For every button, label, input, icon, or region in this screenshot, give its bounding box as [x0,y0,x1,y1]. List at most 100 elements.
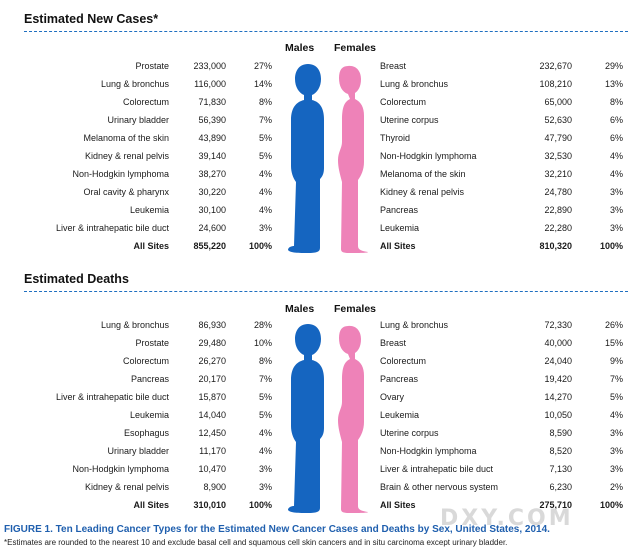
female-percent: 29% [604,61,623,71]
male-count: 310,010 [193,500,226,510]
male-percent: 4% [258,169,272,179]
section-title: Estimated Deaths [24,272,129,286]
female-count: 8,520 [549,446,572,456]
female-count: 14,270 [544,392,572,402]
male-percent: 3% [258,482,272,492]
female-count: 19,420 [544,374,572,384]
male-percent: 5% [258,392,272,402]
male-percent: 28% [253,320,272,330]
female-silhouette-icon [338,65,368,253]
male-cancer-site: All Sites [133,241,169,251]
male-count: 10,470 [198,464,226,474]
male-percent: 10% [253,338,272,348]
female-percent: 3% [609,464,623,474]
male-percent: 5% [258,133,272,143]
male-percent: 27% [253,61,272,71]
male-percent: 5% [258,151,272,161]
female-count: 10,050 [544,410,572,420]
female-count: 22,280 [544,223,572,233]
female-count: 8,590 [549,428,572,438]
female-cancer-site: Brain & other nervous system [380,482,499,492]
table-row: Lung & bronchus 116,000 14% Lung & bronchus… [0,75,640,93]
table-row: Liver & intrahepatic bile duct 15,870 5% Ov… [0,388,640,406]
female-cancer-site: Pancreas [380,205,419,215]
table-row: Urinary bladder 11,170 4% Non-Hodgkin lymph… [0,442,640,460]
male-cancer-site: Liver & intrahepatic bile duct [55,392,169,402]
male-count: 43,890 [198,133,226,143]
table-row: Non-Hodgkin lymphoma 10,470 3% Liver & intr… [0,460,640,478]
male-cancer-site: Liver & intrahepatic bile duct [55,223,169,233]
female-silhouette-icon [338,325,368,513]
female-cancer-site: Uterine corpus [380,428,439,438]
female-count: 32,210 [544,169,572,179]
male-cancer-site: Leukemia [129,205,169,215]
female-percent: 100% [599,241,623,251]
female-cancer-site: Breast [380,338,407,348]
new-cases-section: Estimated New Cases* Males Females Prost… [0,0,640,260]
male-cancer-site: Melanoma of the skin [83,133,169,143]
footnote: *Estimates are rounded to the nearest 10… [4,538,508,547]
table-row: Urinary bladder 56,390 7% Uterine corpus 52,… [0,111,640,129]
male-cancer-site: Kidney & renal pelvis [84,482,169,492]
male-cancer-site: Prostate [135,338,169,348]
male-percent: 4% [258,428,272,438]
female-cancer-site: All Sites [380,241,416,251]
male-count: 38,270 [198,169,226,179]
female-percent: 4% [609,410,623,420]
female-cancer-site: Kidney & renal pelvis [380,187,465,197]
section-title: Estimated New Cases* [24,12,159,26]
male-count: 24,600 [198,223,226,233]
table-row: Lung & bronchus 86,930 28% Lung & bronchus 7… [0,316,640,334]
table-row: Oral cavity & pharynx 30,220 4% Kidney & re… [0,183,640,201]
female-cancer-site: All Sites [380,500,416,510]
male-cancer-site: Leukemia [129,410,169,420]
female-count: 47,790 [544,133,572,143]
male-cancer-site: Pancreas [130,374,169,384]
male-silhouette-icon [288,64,324,253]
female-count: 40,000 [544,338,572,348]
male-percent: 100% [248,241,272,251]
female-cancer-site: Non-Hodgkin lymphoma [380,151,477,161]
table-row: Non-Hodgkin lymphoma 38,270 4% Melanoma of … [0,165,640,183]
female-cancer-site: Lung & bronchus [380,79,449,89]
male-count: 30,220 [198,187,226,197]
female-count: 24,780 [544,187,572,197]
male-percent: 5% [258,410,272,420]
females-header: Females [334,303,377,315]
female-percent: 6% [609,133,623,143]
figure-caption: FIGURE 1. Ten Leading Cancer Types for t… [4,524,550,535]
male-cancer-site: Esophagus [123,428,169,438]
male-cancer-site: Colorectum [122,356,169,366]
table-row: Liver & intrahepatic bile duct 24,600 3% Le… [0,219,640,237]
female-percent: 2% [609,482,623,492]
male-cancer-site: Kidney & renal pelvis [84,151,169,161]
table-row: Prostate 233,000 27% Breast 232,670 29% [0,57,640,75]
male-percent: 7% [258,115,272,125]
table-row: Kidney & renal pelvis 39,140 5% Non-Hodgkin… [0,147,640,165]
table-row: Colorectum 71,830 8% Colorectum 65,000 8% [0,93,640,111]
male-percent: 8% [258,97,272,107]
female-percent: 15% [604,338,623,348]
female-percent: 3% [609,428,623,438]
total-row: All Sites 855,220 100% All Sites 810,320 100% [0,237,640,255]
table-row: Prostate 29,480 10% Breast 40,000 15% [0,334,640,352]
males-header: Males [285,303,315,315]
male-count: 29,480 [198,338,226,348]
table-row: Leukemia 30,100 4% Pancreas 22,890 3% [0,201,640,219]
male-cancer-site: Lung & bronchus [100,79,169,89]
male-percent: 3% [258,223,272,233]
section-divider [24,291,628,292]
table-row: Melanoma of the skin 43,890 5% Thyroid 47,79… [0,129,640,147]
female-cancer-site: Uterine corpus [380,115,439,125]
female-percent: 3% [609,446,623,456]
male-percent: 4% [258,446,272,456]
watermark: DXY.COM [440,506,574,531]
male-count: 116,000 [194,79,226,89]
female-count: 65,000 [544,97,572,107]
female-percent: 3% [609,205,623,215]
female-count: 275,710 [539,500,572,510]
male-count: 56,390 [198,115,226,125]
male-cancer-site: All Sites [133,500,169,510]
table-row: Esophagus 12,450 4% Uterine corpus 8,590 3% [0,424,640,442]
male-percent: 3% [258,464,272,474]
